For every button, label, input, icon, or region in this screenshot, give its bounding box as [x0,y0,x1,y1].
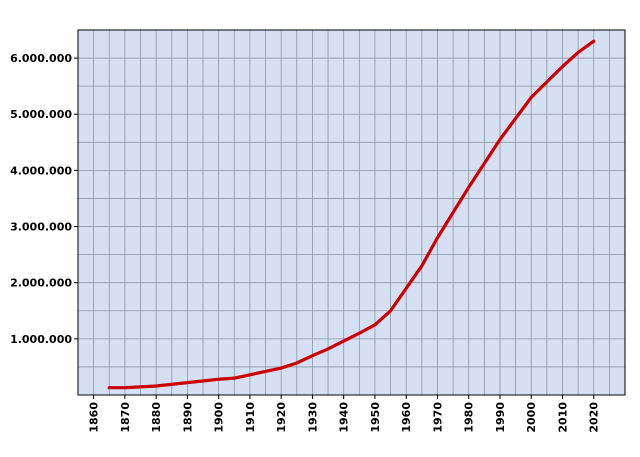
x-tick-label: 1870 [119,402,132,433]
x-tick-label: 1890 [181,402,194,433]
y-tick-label: 4.000.000 [10,164,72,177]
y-tick-label: 6.000.000 [10,52,72,65]
x-tick-label: 1910 [244,402,257,433]
plot-border [77,29,626,396]
x-tick-label: 1880 [150,402,163,433]
y-tick-label: 2.000.000 [10,277,72,290]
x-tick-label: 1940 [338,402,351,433]
x-tick-label: 1900 [213,402,226,433]
x-tick-label: 1950 [369,402,382,433]
x-tick-label: 2000 [525,402,538,433]
x-tick-label: 1990 [494,402,507,433]
y-tick-label: 1.000.000 [10,333,72,346]
x-tick-label: 2010 [556,402,569,433]
x-tick-label: 1980 [463,402,476,433]
line [107,39,596,390]
x-tick-label: 1970 [431,402,444,433]
y-tick-label: 3.000.000 [10,221,72,234]
x-tick-label: 1930 [306,402,319,433]
x-tick-label: 1960 [400,402,413,433]
x-tick-label: 1920 [275,402,288,433]
plot-area [78,30,625,395]
y-tick-label: 5.000.000 [10,108,72,121]
x-tick-label: 1860 [88,402,101,433]
x-tick-label: 2020 [588,402,601,433]
